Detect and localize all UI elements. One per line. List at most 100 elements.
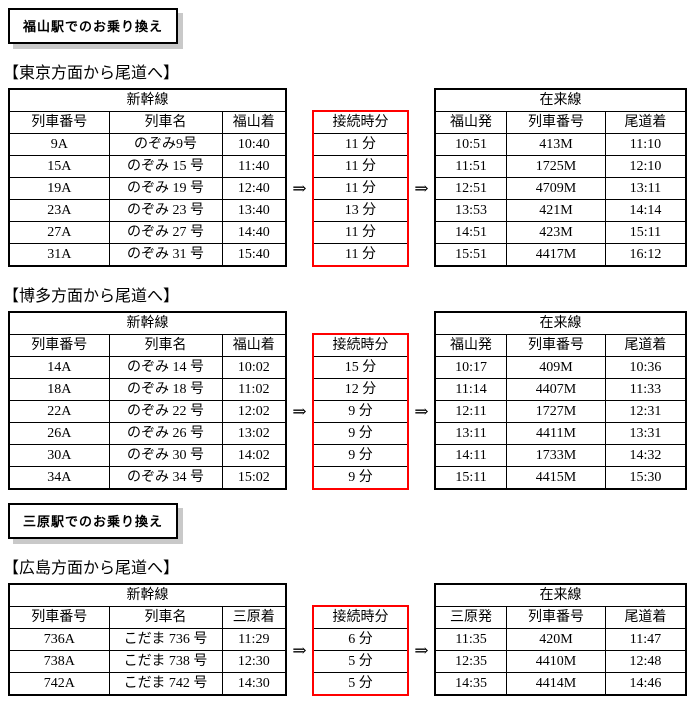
- train-number: 742A: [8, 672, 110, 696]
- train-number: 18A: [8, 378, 110, 401]
- arrow-right-icon: ⇒: [292, 178, 307, 198]
- departure-time: 13:11: [434, 422, 508, 445]
- column-header-row: 列車番号 列車名 三原着: [8, 606, 287, 629]
- train-number: 30A: [8, 444, 110, 467]
- train-name: こだま 738 号: [108, 650, 223, 673]
- transfer-group-hiroshima: 新幹線 列車番号 列車名 三原着 736A こだま 736 号 11:29 73…: [8, 583, 695, 696]
- station-header-mihara: 三原駅でのお乗り換え: [8, 503, 179, 539]
- column-header-row: 接続時分: [313, 334, 409, 357]
- table-row: 742A こだま 742 号 14:30: [8, 672, 287, 696]
- connection-time: 5 分: [313, 672, 409, 696]
- arrow-right-icon: ⇒: [292, 640, 307, 660]
- train-name: のぞみ 15 号: [108, 155, 223, 178]
- connection-time-table: 接続時分 11 分 11 分 11 分 13 分 11 分 11 分: [312, 110, 410, 267]
- arrival-time: 15:02: [221, 466, 287, 490]
- connection-time-table: 接続時分 6 分 5 分 5 分: [312, 605, 410, 696]
- table-row: 738A こだま 738 号 12:30: [8, 650, 287, 673]
- departure-time: 12:11: [434, 400, 508, 423]
- col-header-departure: 福山発: [434, 111, 508, 134]
- table-row: 14:51 423M 15:11: [434, 221, 687, 244]
- table-title-row: 新幹線: [8, 312, 287, 335]
- train-name: のぞみ 22 号: [108, 400, 223, 423]
- table-row: 9 分: [313, 466, 409, 490]
- departure-time: 10:17: [434, 356, 508, 379]
- col-header-train-number: 列車番号: [506, 111, 606, 134]
- column-header-row: 列車番号 列車名 福山着: [8, 334, 287, 357]
- arrival-time: 11:02: [221, 378, 287, 401]
- arrival-time: 14:32: [604, 444, 687, 467]
- section-title-hiroshima: 【広島方面から尾道へ】: [3, 560, 180, 577]
- connection-time: 9 分: [313, 444, 409, 467]
- col-header-train-name: 列車名: [108, 606, 223, 629]
- train-number: 26A: [8, 422, 110, 445]
- column-header-row: 福山発 列車番号 尾道着: [434, 111, 687, 134]
- train-number: 4709M: [506, 177, 606, 200]
- train-number: 27A: [8, 221, 110, 244]
- table-row: 736A こだま 736 号 11:29: [8, 628, 287, 651]
- table-row: 31A のぞみ 31 号 15:40: [8, 243, 287, 267]
- arrival-time: 11:29: [221, 628, 287, 651]
- transfer-group-tokyo: 新幹線 列車番号 列車名 福山着 9A のぞみ9号 10:40 15A のぞみ …: [8, 88, 695, 267]
- train-name: のぞみ 30 号: [108, 444, 223, 467]
- connection-time: 6 分: [313, 628, 409, 651]
- train-number: 4415M: [506, 466, 606, 490]
- train-number: 14A: [8, 356, 110, 379]
- arrival-time: 10:36: [604, 356, 687, 379]
- col-header-train-number: 列車番号: [8, 606, 110, 629]
- arrival-time: 13:11: [604, 177, 687, 200]
- arrival-time: 12:48: [604, 650, 687, 673]
- train-number: 423M: [506, 221, 606, 244]
- col-header-arrival: 尾道着: [604, 606, 687, 629]
- column-header-row: 列車番号 列車名 福山着: [8, 111, 287, 134]
- arrival-time: 13:02: [221, 422, 287, 445]
- table-row: 11:35 420M 11:47: [434, 628, 687, 651]
- table-row: 10:17 409M 10:36: [434, 356, 687, 379]
- shinkansen-table-title: 新幹線: [8, 584, 287, 607]
- train-number: 1725M: [506, 155, 606, 178]
- train-name: のぞみ9号: [108, 133, 223, 156]
- departure-time: 11:35: [434, 628, 508, 651]
- departure-time: 10:51: [434, 133, 508, 156]
- connection-time: 9 分: [313, 400, 409, 423]
- table-title-row: 新幹線: [8, 89, 287, 112]
- departure-time: 14:51: [434, 221, 508, 244]
- table-row: 11 分: [313, 243, 409, 267]
- train-number: 1727M: [506, 400, 606, 423]
- arrow-right-icon: ⇒: [292, 401, 307, 421]
- train-number: 9A: [8, 133, 110, 156]
- arrival-time: 14:30: [221, 672, 287, 696]
- table-row: 12:35 4410M 12:48: [434, 650, 687, 673]
- shinkansen-table: 新幹線 列車番号 列車名 福山着 9A のぞみ9号 10:40 15A のぞみ …: [8, 88, 288, 267]
- station-header-fukuyama: 福山駅でのお乗り換え: [8, 8, 179, 44]
- arrival-time: 14:46: [604, 672, 687, 696]
- train-number: 421M: [506, 199, 606, 222]
- local-table-title: 在来線: [434, 584, 687, 607]
- col-header-arrival: 福山着: [221, 111, 287, 134]
- arrival-time: 15:30: [604, 466, 687, 490]
- train-number: 738A: [8, 650, 110, 673]
- connection-time: 13 分: [313, 199, 409, 222]
- col-header-connection: 接続時分: [313, 606, 409, 629]
- connection-time: 11 分: [313, 177, 409, 200]
- connection-time: 12 分: [313, 378, 409, 401]
- table-row: 12:11 1727M 12:31: [434, 400, 687, 423]
- train-number: 1733M: [506, 444, 606, 467]
- col-header-departure: 三原発: [434, 606, 508, 629]
- column-header-row: 三原発 列車番号 尾道着: [434, 606, 687, 629]
- train-name: のぞみ 19 号: [108, 177, 223, 200]
- train-name: のぞみ 34 号: [108, 466, 223, 490]
- connection-time: 5 分: [313, 650, 409, 673]
- table-row: 5 分: [313, 672, 409, 696]
- station-header-label: 三原駅でのお乗り換え: [23, 514, 164, 529]
- train-name: のぞみ 18 号: [108, 378, 223, 401]
- connection-time: 11 分: [313, 133, 409, 156]
- col-header-connection: 接続時分: [313, 111, 409, 134]
- column-header-row: 福山発 列車番号 尾道着: [434, 334, 687, 357]
- transfer-group-hakata: 新幹線 列車番号 列車名 福山着 14A のぞみ 14 号 10:02 18A …: [8, 311, 695, 490]
- table-row: 19A のぞみ 19 号 12:40: [8, 177, 287, 200]
- train-name: こだま 742 号: [108, 672, 223, 696]
- connection-time: 15 分: [313, 356, 409, 379]
- departure-time: 11:14: [434, 378, 508, 401]
- local-line-table: 在来線 福山発 列車番号 尾道着 10:17 409M 10:36 11:14 …: [434, 311, 688, 490]
